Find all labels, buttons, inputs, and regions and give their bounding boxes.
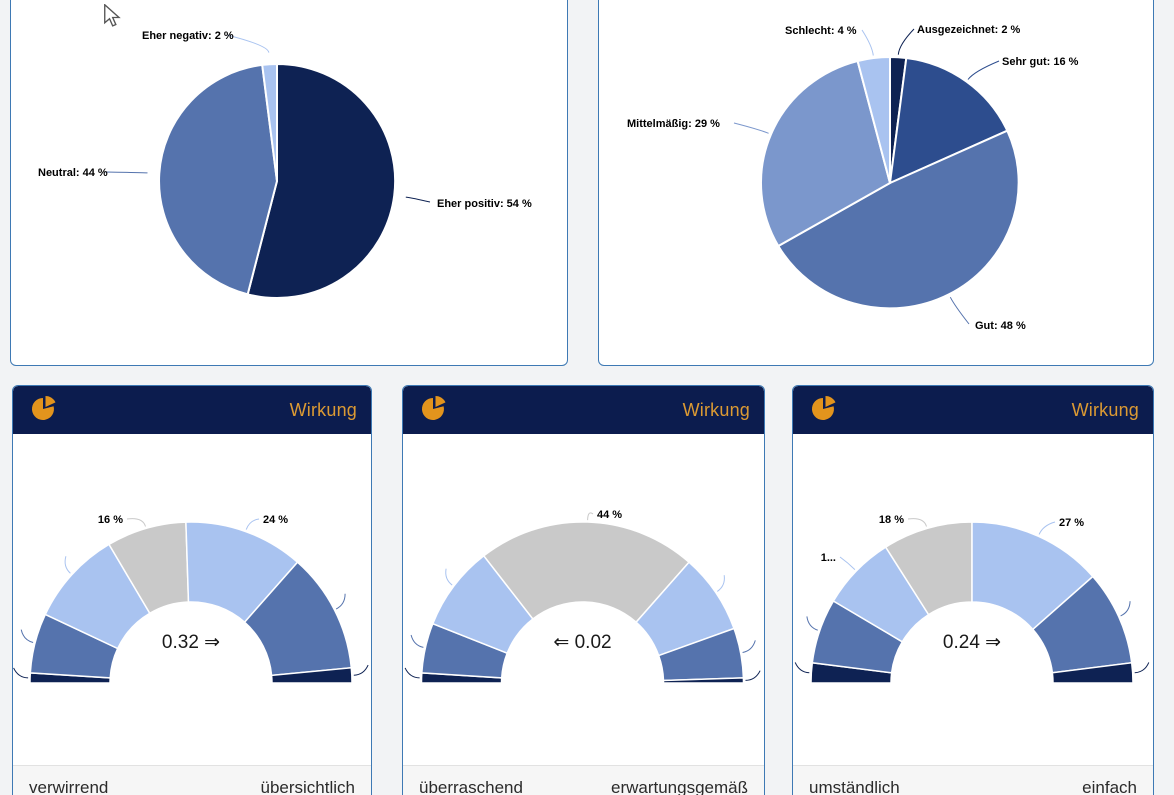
gauge-chart-1: 16 % 24 % 0.32 ⇒ (13, 514, 369, 684)
panel-pie-bewertung: Ausgezeichnet: 2 % Sehr gut: 16 % Gut: 48 … (598, 0, 1154, 366)
wirkung-card-1: Wirkung 16 % 24 % 0.32 ⇒ verwirrend übersi… (12, 385, 372, 795)
scale-label-left: verwirrend (29, 778, 109, 795)
gauge-segment[interactable] (482, 521, 691, 624)
gauge-scale-labels: verwirrend übersichtlich (13, 765, 371, 795)
gauge-callout (126, 518, 146, 527)
gauge-percent-label: 24 % (263, 514, 288, 526)
pie-chart-icon (419, 393, 449, 428)
wirkung-card-2: Wirkung 44 % ⇐ 0.02 überraschend erwartun… (402, 385, 765, 795)
pie-slice[interactable] (246, 62, 397, 299)
panel-pie-gesamteindruck: Eher positiv: 54 % Neutral: 44 % Eher nega… (10, 0, 568, 366)
pie-label: Neutral: 44 % (38, 167, 108, 179)
gauge-segment[interactable] (662, 677, 745, 684)
pie-slice[interactable] (856, 55, 891, 184)
pie-chart-icon (809, 393, 839, 428)
gauge-callout (404, 667, 420, 679)
pie-label: Schlecht: 4 % (785, 25, 857, 37)
gauge-callout (245, 518, 260, 530)
gauge-callout (745, 670, 761, 681)
gauge-callout (410, 634, 424, 648)
wirkung-card-3: Wirkung 1... 18 % 27 % 0.24 ⇒ umständlich e… (792, 385, 1154, 795)
gauge-callout (64, 556, 71, 574)
scale-label-left: umständlich (809, 778, 900, 795)
pie-slice[interactable] (261, 62, 278, 182)
pie-label: Ausgezeichnet: 2 % (917, 24, 1021, 36)
gauge-callout (839, 556, 856, 570)
gauge-callout (794, 662, 810, 674)
pie-slice[interactable] (776, 129, 1020, 310)
pie-label: Eher positiv: 54 % (437, 198, 532, 210)
pie-chart-icon (29, 393, 59, 428)
pie-label-connector (967, 60, 1000, 80)
gauge-percent-label: 16 % (98, 514, 123, 526)
pie-label-connector (226, 34, 270, 53)
gauge-callout (445, 568, 453, 586)
pie-label: Sehr gut: 16 % (1002, 56, 1079, 68)
gauge-chart-3: 1... 18 % 27 % 0.24 ⇒ (794, 514, 1150, 684)
card-title: Wirkung (1071, 399, 1139, 420)
gauge-segment[interactable] (270, 666, 353, 684)
pie-slice[interactable] (888, 56, 1009, 185)
gauge-percent-label: 18 % (879, 514, 904, 526)
pie-label: Eher negativ: 2 % (142, 30, 234, 42)
gauge-callout (806, 616, 818, 631)
pie-label-connector (861, 29, 874, 56)
gauge-value: ⇐ 0.02 (553, 632, 611, 653)
gauge-chart-2: 44 % ⇐ 0.02 (404, 509, 761, 684)
pie-label: Mittelmäßig: 29 % (627, 118, 720, 130)
pie-label-connector (405, 196, 431, 203)
gauge-callout (1134, 662, 1150, 674)
pie-label-connector (733, 122, 769, 134)
pie-label: Gut: 48 % (975, 320, 1026, 332)
gauge-callout (335, 593, 346, 610)
gauge-callout (587, 512, 594, 521)
gauge-percent-label: 1... (821, 552, 836, 564)
gauge-scale-labels: überraschend erwartungsgemäß (403, 765, 764, 795)
card-header: Wirkung (13, 386, 371, 434)
pie-chart-gesamteindruck: Eher positiv: 54 % Neutral: 44 % Eher nega… (38, 30, 532, 299)
gauge-value: 0.24 ⇒ (943, 632, 1001, 653)
pie-chart-bewertung: Ausgezeichnet: 2 % Sehr gut: 16 % Gut: 48 … (627, 24, 1079, 332)
card-header: Wirkung (403, 386, 764, 434)
gauge-callout (1120, 601, 1131, 617)
scale-label-right: übersichtlich (260, 778, 356, 795)
card-title: Wirkung (289, 399, 357, 420)
gauge-percent-label: 27 % (1059, 517, 1084, 529)
gauge-scale-labels: umständlich einfach (793, 765, 1153, 795)
scale-label-right: einfach (1082, 778, 1137, 795)
pie-label-connector (949, 296, 970, 325)
pie-label-connector (104, 171, 148, 174)
gauge-callout (717, 575, 725, 592)
card-header: Wirkung (793, 386, 1153, 434)
gauge-callout (742, 640, 756, 653)
card-title: Wirkung (682, 399, 750, 420)
scale-label-left: überraschend (419, 778, 523, 795)
gauge-callout (13, 667, 29, 679)
scale-label-right: erwartungsgemäß (610, 778, 748, 795)
mouse-cursor (104, 4, 121, 27)
gauge-value: 0.32 ⇒ (162, 632, 220, 653)
gauge-percent-label: 44 % (597, 509, 622, 521)
gauge-callout (353, 664, 369, 676)
gauge-callout (20, 629, 34, 643)
gauge-callout (1038, 521, 1056, 535)
pie-slice[interactable] (760, 59, 892, 248)
gauge-segment[interactable] (1051, 661, 1134, 684)
gauge-callout (907, 518, 927, 527)
pie-label-connector (897, 28, 915, 55)
pie-slice[interactable] (158, 63, 279, 296)
